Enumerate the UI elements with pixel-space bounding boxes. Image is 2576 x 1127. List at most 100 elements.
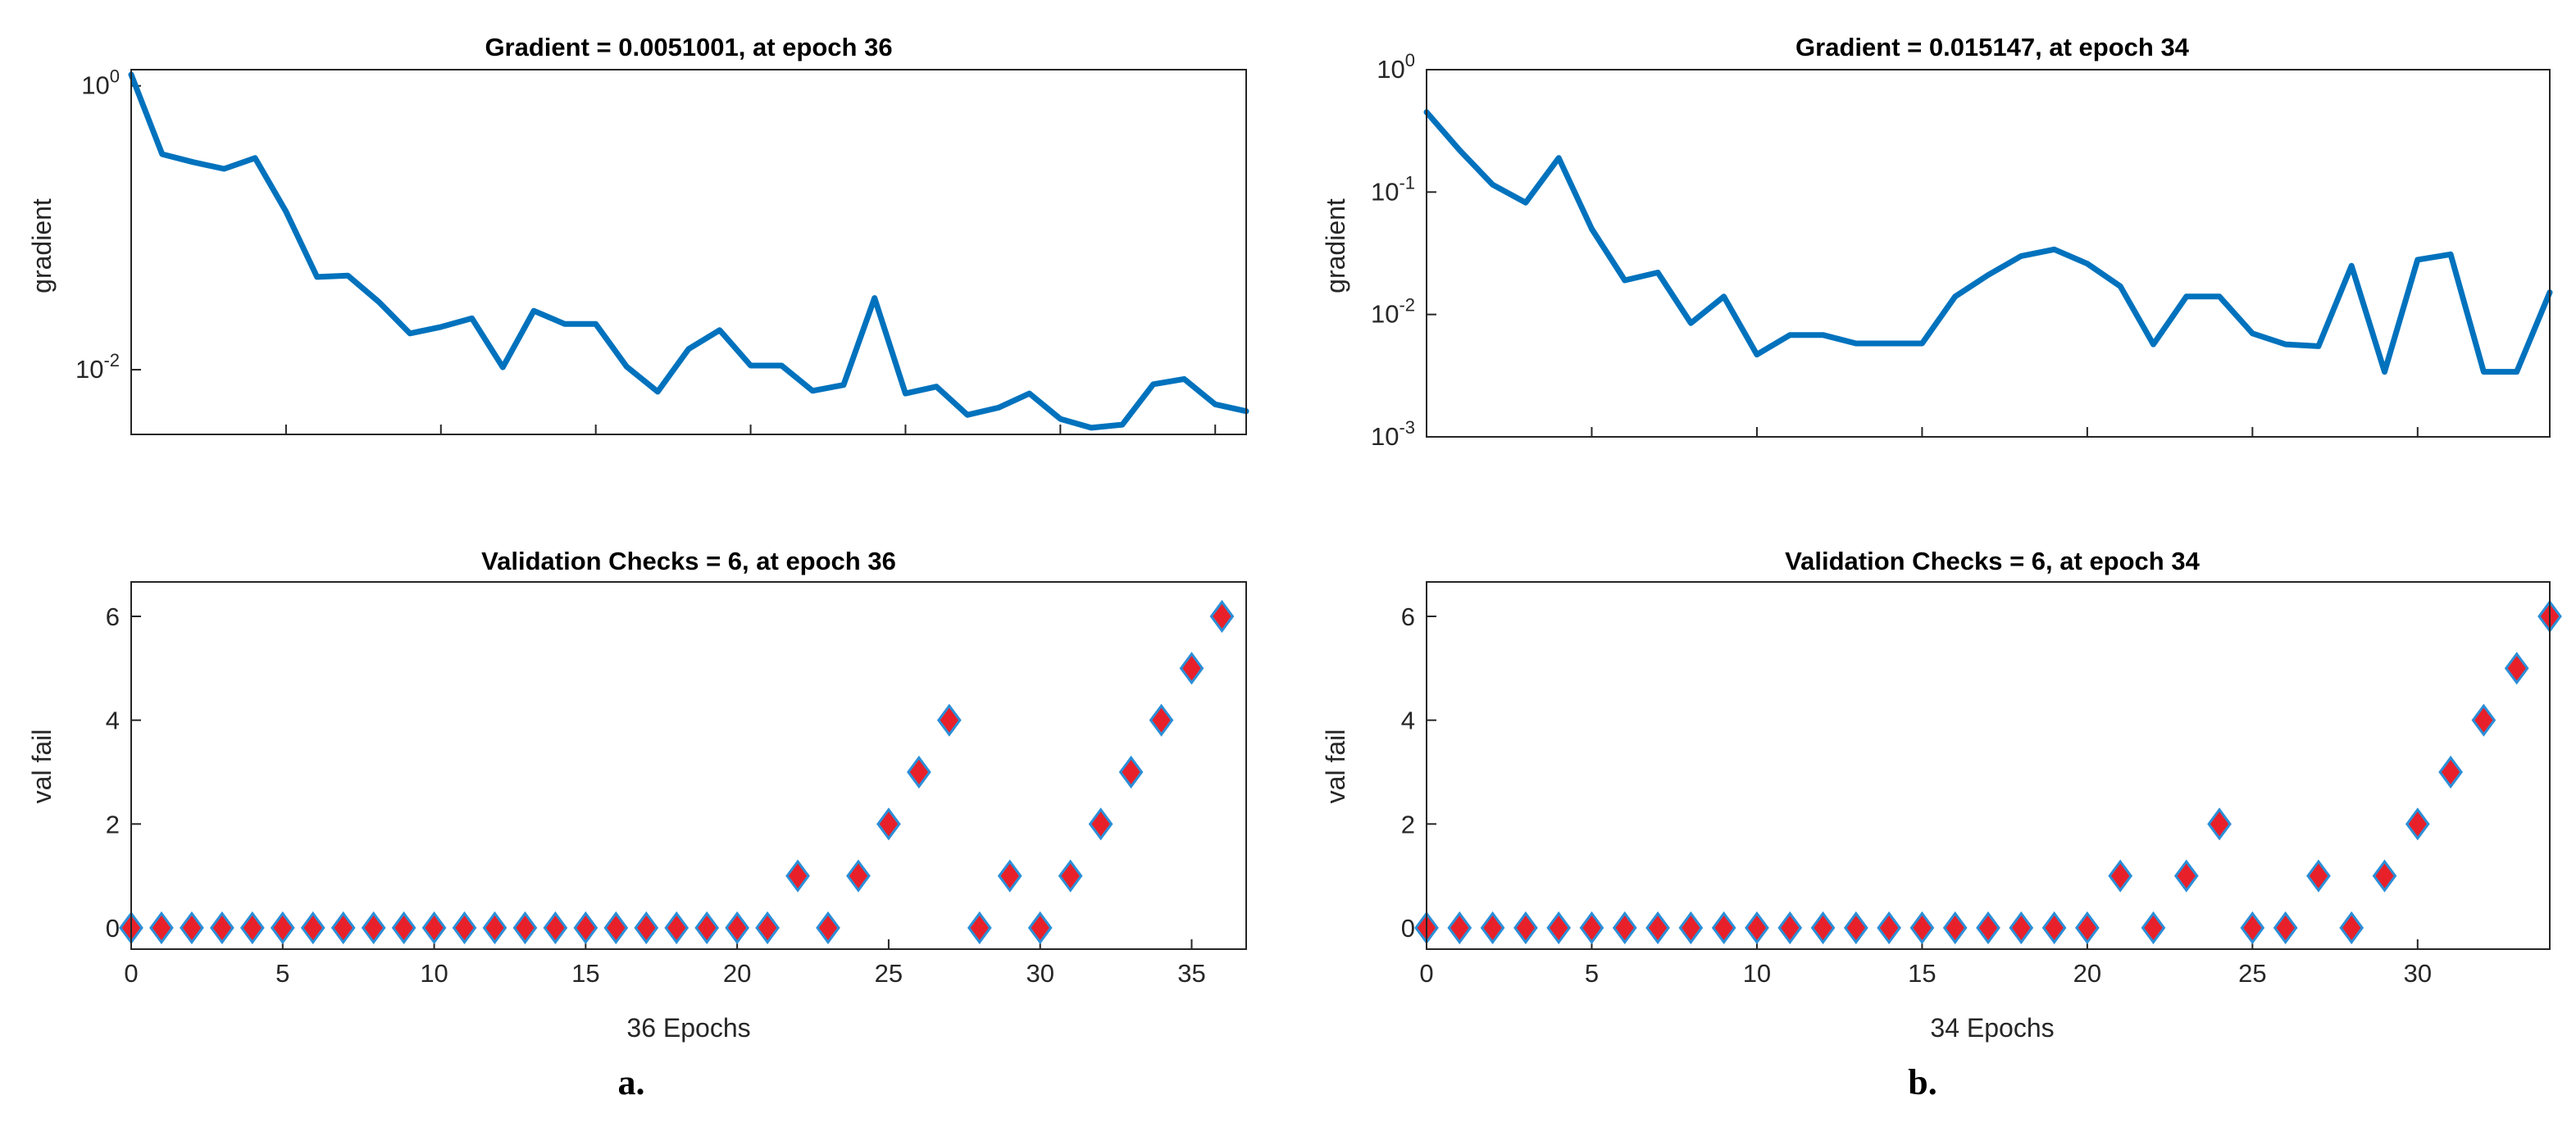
panel-b-validation-plot: Validation Checks = 6, at epoch 34 val f… — [1321, 547, 2562, 1043]
panel-b-label: b. — [1908, 1062, 1937, 1102]
panel-a-gradient-title: Gradient = 0.0051001, at epoch 36 — [485, 33, 892, 61]
panel-b-val-fail-point — [1612, 911, 1637, 945]
panel-a-val-fail-point — [330, 911, 356, 945]
panel-a-xtick-label: 25 — [875, 959, 903, 988]
panel-0-a-ytick-label: 10-2 — [75, 350, 120, 384]
panel-b-xtick-label: 20 — [2073, 959, 2101, 988]
panel-b-xtick-label: 5 — [1585, 959, 1599, 988]
panel-b-val-fail-point — [1645, 911, 1670, 945]
panel-a-xtick-label: 5 — [275, 959, 289, 988]
panel-a-val-fail-point — [300, 911, 325, 945]
panel-a-val-fail-point — [573, 911, 598, 945]
panel-b-val-fail-point — [2339, 911, 2364, 945]
panel-b-val-fail-point — [1909, 911, 1935, 945]
panel-a-val-fail-point — [482, 911, 507, 945]
panel-a-gradient-axes-box — [130, 69, 1247, 435]
panel-b-val-fail-point — [1810, 911, 1836, 945]
panel-b-val-fail-point — [1711, 911, 1736, 945]
panel-a-xtick-label: 30 — [1026, 959, 1054, 988]
panel-1-b-ytick-base: 10 — [1371, 300, 1399, 329]
panel-b-ytick-label: 6 — [1401, 602, 1415, 631]
panel-a-validation-title: Validation Checks = 6, at epoch 36 — [481, 547, 896, 575]
panel-0-a-ytick-base: 10 — [75, 355, 103, 384]
panel-a-val-fail-point — [967, 911, 992, 945]
panel-b-ytick-label: 0 — [1401, 914, 1415, 943]
panel-b-val-fail-point — [2141, 911, 2166, 945]
panel-a-val-fail-point — [391, 911, 416, 945]
panel-a-val-fail-point — [755, 911, 780, 945]
panel-a-val-fail-point — [936, 703, 962, 737]
panel-b-val-fail-point — [2372, 859, 2397, 893]
panel-a-val-fail-point — [512, 911, 538, 945]
panel-a-xtick-label: 0 — [124, 959, 138, 988]
panel-a-val-fail-point — [694, 911, 720, 945]
panel-b-val-fail-point — [1745, 911, 1769, 945]
panel-a-val-fail-point — [725, 911, 749, 945]
panel-a-val-fail-point — [543, 911, 568, 945]
panel-b-val-fail-point — [2438, 755, 2463, 789]
panel-1-b-ytick-label: 10-2 — [1371, 295, 1415, 329]
panel-b-val-fail-point — [2207, 807, 2232, 841]
panel-1-b-ytick-label: 10-3 — [1371, 417, 1415, 451]
panel-a-gradient-plot: Gradient = 0.0051001, at epoch 36 gradie… — [27, 33, 1249, 435]
panel-1-b-ytick-base: 10 — [1371, 177, 1399, 206]
panel-0-a-ytick-exponent: -2 — [103, 350, 120, 370]
panel-a-val-fail-point — [1027, 911, 1053, 945]
panel-b-ytick-label: 4 — [1401, 707, 1415, 735]
panel-a-val-fail-point — [846, 859, 871, 893]
panel-a-xtick-label: 35 — [1177, 959, 1205, 988]
panel-b-val-fail-point — [2041, 911, 2067, 945]
panel-b-ytick-label: 2 — [1401, 810, 1415, 838]
panel-a-val-fail-point — [664, 911, 690, 945]
panel-1-b-ytick-exponent: -3 — [1399, 417, 1415, 438]
panel-b-validation-xlabel: 34 Epochs — [1930, 1013, 2054, 1043]
panel-0-a-ytick-label: 100 — [81, 66, 120, 100]
panel-b-val-fail-point — [2306, 859, 2331, 893]
panel-a-val-fail-point — [1058, 859, 1083, 893]
panel-a-xtick-label: 15 — [571, 959, 599, 988]
panel-a-val-fail-point — [1118, 755, 1144, 789]
panel-a-val-fail-point — [816, 911, 840, 945]
panel-a-val-fail-point — [785, 859, 810, 893]
panel-b-val-fail-point — [1976, 911, 2000, 945]
panel-a-label: a. — [618, 1062, 645, 1102]
panel-a-val-fail-point — [907, 755, 931, 789]
panel-1-b-ytick-base: 10 — [1371, 422, 1399, 451]
panel-b-val-fail-point — [2173, 859, 2199, 893]
panel-a-ytick-label: 4 — [106, 707, 120, 735]
panel-a-xtick-label: 10 — [420, 959, 448, 988]
panel-a-val-fail-point — [270, 911, 295, 945]
panel-a-val-fail-point — [180, 911, 204, 945]
panel-0-a-ytick-exponent: 0 — [110, 66, 120, 87]
panel-b-val-fail-point — [1777, 911, 1803, 945]
panel-a-val-fail-point — [421, 911, 447, 945]
panel-a-ytick-label: 6 — [106, 602, 120, 631]
panel-a-val-fail-point — [361, 911, 386, 945]
panel-b-xtick-label: 0 — [1419, 959, 1433, 988]
panel-1-b-ytick-exponent: 0 — [1405, 50, 1415, 70]
panel-b-val-fail-point — [1546, 911, 1572, 945]
panel-b-val-fail-point — [2009, 911, 2034, 945]
panel-0-a-gradient-line — [128, 71, 1249, 431]
panel-b-val-fail-point — [1678, 911, 1704, 945]
panel-a-val-fail-point — [149, 911, 174, 945]
panel-b-val-fail-point — [2075, 911, 2100, 945]
panel-b-val-fail-point — [2504, 652, 2529, 685]
panel-b-val-fail-point — [1877, 911, 1901, 945]
panel-a-val-fail-point — [876, 807, 901, 841]
panel-1-b-ytick-label: 100 — [1377, 50, 1415, 84]
panel-a-ytick-label: 2 — [106, 810, 120, 838]
panel-b-xtick-label: 10 — [1743, 959, 1771, 988]
panel-a-val-fail-point — [997, 859, 1022, 893]
panel-a-val-fail-point — [1149, 703, 1174, 737]
panel-b-val-fail-point — [1513, 911, 1538, 945]
panel-b-gradient-plot: Gradient = 0.015147, at epoch 34 gradien… — [1321, 33, 2553, 451]
panel-b-val-fail-point — [2273, 911, 2298, 945]
panel-b-val-fail-point — [1579, 911, 1604, 945]
panel-b-xtick-label: 15 — [1908, 959, 1936, 988]
panel-1-b-ytick-base: 10 — [1377, 55, 1404, 84]
panel-1-b-ytick-exponent: -2 — [1399, 295, 1415, 316]
panel-a-validation-axes-box — [130, 581, 1247, 950]
panel-b-val-fail-point — [1447, 911, 1472, 945]
